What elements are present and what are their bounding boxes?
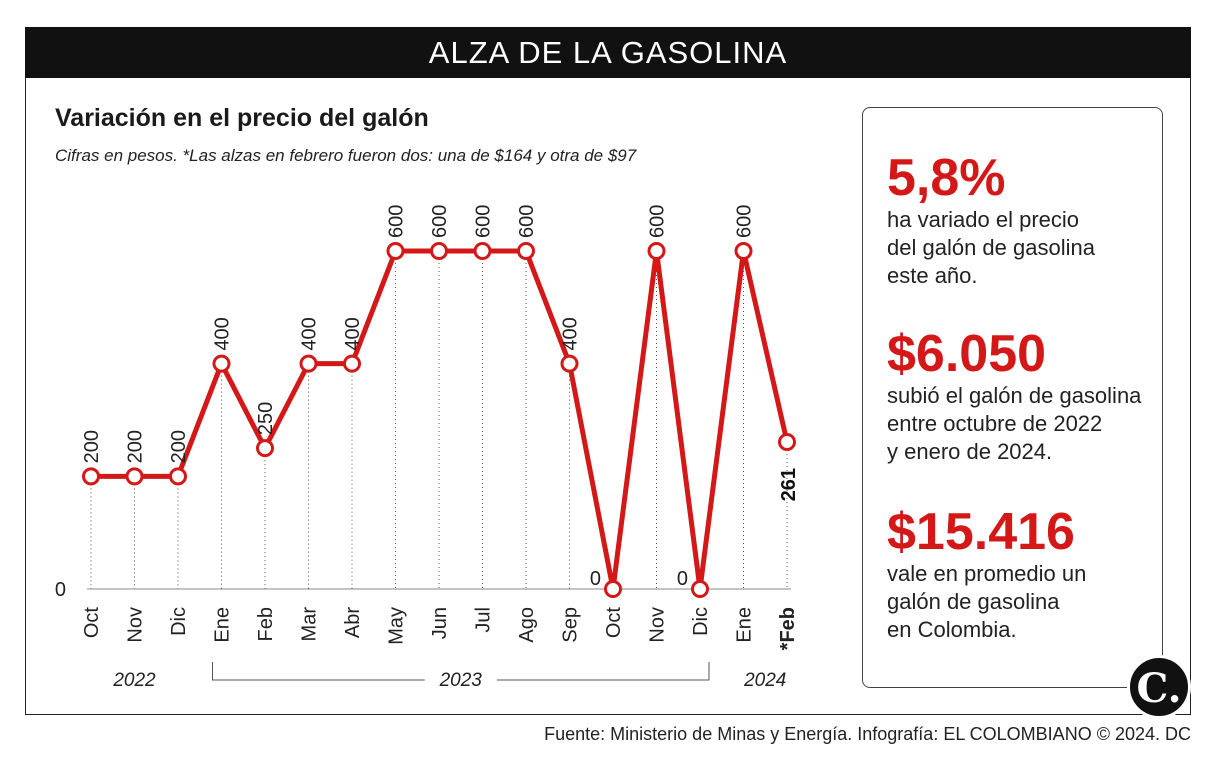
- chart-subtitle: Cifras en pesos. *Las alzas en febrero f…: [55, 146, 637, 165]
- data-point: [517, 242, 535, 260]
- data-label: 200: [81, 430, 103, 463]
- line-chart: 0 200 200 200 400 250 400 400 600 600 600 600 400 0 60…: [55, 205, 800, 691]
- data-label: 400: [299, 317, 321, 350]
- chart-title: Variación en el precio del galón: [55, 104, 429, 132]
- x-tick-label: *Feb: [777, 607, 799, 650]
- data-point: [734, 242, 753, 260]
- stat-description: vale en promedio un galón de gasolina en…: [887, 561, 1087, 642]
- data-label: 600: [734, 205, 756, 238]
- stat-value: $15.416: [887, 503, 1075, 561]
- data-point: [473, 242, 492, 260]
- data-point: [647, 242, 666, 260]
- data-point: [169, 467, 187, 486]
- stat-value: $6.050: [887, 325, 1047, 383]
- x-tick-label: Ago: [516, 607, 538, 643]
- data-label: 261: [778, 468, 800, 501]
- stat-block-average: $15.416 vale en promedio un galón de gas…: [887, 504, 1086, 644]
- data-label: 600: [473, 205, 495, 238]
- stat-block-increase: $6.050 subió el galón de gasolina entre …: [887, 326, 1141, 466]
- data-point: [343, 354, 361, 373]
- x-tick-label: May: [386, 607, 408, 645]
- x-tick-label: Feb: [255, 607, 277, 641]
- x-tick-label: Nov: [647, 607, 669, 643]
- stat-description: ha variado el precio del galón de gasoli…: [887, 207, 1095, 288]
- year-label: 2024: [743, 670, 786, 691]
- year-label: 2023: [439, 670, 483, 691]
- x-tick-label: Sep: [560, 607, 582, 643]
- x-tick-label: Jun: [429, 607, 451, 639]
- stat-block-percent: 5,8% ha variado el precio del galón de g…: [887, 150, 1095, 290]
- x-tick-label: Mar: [299, 607, 321, 642]
- stat-description: subió el galón de gasolina entre octubre…: [887, 383, 1142, 464]
- data-label: 400: [212, 317, 234, 350]
- data-label: 200: [168, 430, 190, 463]
- data-label: 600: [386, 205, 408, 238]
- data-point: [125, 467, 144, 486]
- data-label: 400: [342, 317, 364, 350]
- x-tick-label: Dic: [690, 607, 712, 636]
- year-bracket: [212, 662, 425, 681]
- stat-value: 5,8%: [887, 149, 1006, 207]
- x-tick-label: Oct: [603, 607, 625, 639]
- x-tick-label: Ene: [212, 607, 234, 643]
- data-label: 0: [677, 568, 688, 590]
- data-label: 600: [516, 205, 538, 238]
- x-tick-label: Abr: [342, 607, 364, 638]
- y-tick-label: 0: [55, 579, 66, 601]
- x-tick-label: Oct: [81, 607, 103, 639]
- banner-title: ALZA DE LA GASOLINA: [25, 27, 1191, 78]
- data-label: 0: [590, 568, 601, 590]
- data-label: 250: [255, 402, 277, 435]
- x-tick-label: Ene: [734, 607, 756, 643]
- stats-panel: 5,8% ha variado el precio del galón de g…: [862, 107, 1163, 688]
- x-tick-label: Nov: [125, 607, 147, 643]
- data-label: 200: [125, 430, 147, 463]
- data-point: [560, 354, 579, 373]
- source-credit: Fuente: Ministerio de Minas y Energía. I…: [544, 724, 1191, 744]
- el-colombiano-logo: C.: [1127, 655, 1191, 719]
- data-point: [604, 580, 622, 598]
- data-point: [778, 432, 796, 451]
- data-point: [691, 580, 709, 598]
- data-label: 600: [647, 205, 669, 238]
- data-point: [256, 439, 274, 458]
- data-point: [212, 354, 231, 373]
- data-label: 600: [429, 205, 451, 238]
- data-point: [430, 242, 448, 260]
- year-bracket: [496, 662, 710, 681]
- data-label: 400: [560, 317, 582, 350]
- year-label: 2022: [112, 670, 156, 691]
- data-point: [82, 467, 100, 486]
- x-tick-label: Dic: [168, 607, 190, 636]
- data-point: [386, 242, 405, 260]
- x-tick-label: Jul: [473, 607, 495, 633]
- data-point: [299, 354, 318, 373]
